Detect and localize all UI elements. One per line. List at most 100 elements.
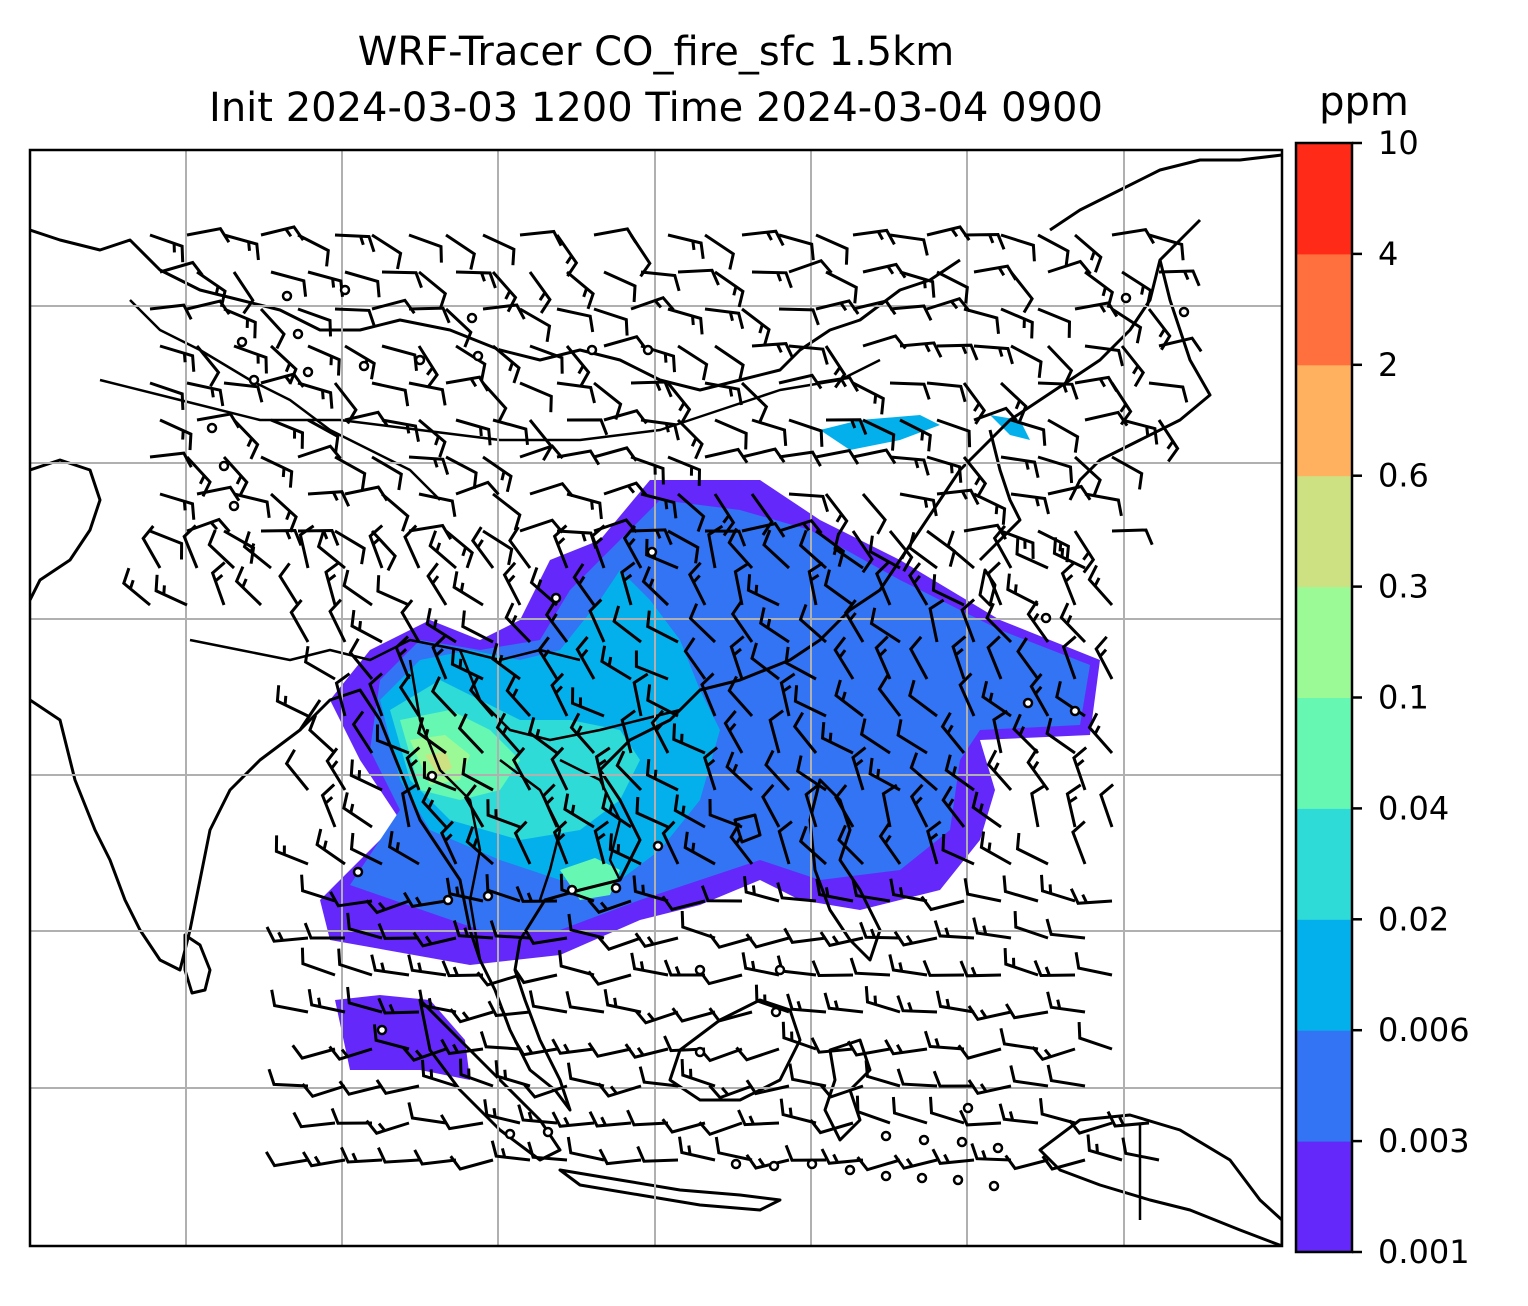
colorbar-unit-label: ppm: [1319, 79, 1409, 125]
wind-barb: [275, 685, 309, 718]
colorbar-tick-label: 0.006: [1378, 1011, 1470, 1049]
wind-barb: [851, 879, 891, 903]
wind-barb: [440, 1038, 484, 1056]
wind-barb: [741, 307, 771, 346]
colorbar-tick-label: 2: [1378, 346, 1398, 384]
wind-barb: [265, 1151, 309, 1168]
chart-title-line-1: WRF-Tracer CO_fire_sfc 1.5km: [357, 29, 955, 75]
wind-barb: [260, 455, 294, 488]
calm-wind-circle: [806, 1158, 818, 1170]
wind-barb: [899, 492, 938, 517]
wind-barb: [864, 1060, 901, 1088]
wind-barb: [505, 675, 532, 718]
wind-barb: [856, 1156, 901, 1172]
colorbar-tick-label: 0.6: [1378, 457, 1429, 495]
calm-wind-circle: [610, 882, 622, 894]
wind-barb: [702, 746, 719, 791]
wind-barb: [196, 485, 241, 502]
wind-barb: [334, 233, 376, 253]
wind-barb: [340, 1146, 383, 1164]
calm-wind-circle: [652, 840, 664, 852]
wind-barb: [334, 672, 351, 717]
coastline-bay-of-bengal: [298, 688, 482, 961]
wind-barb: [661, 895, 706, 912]
wind-barb: [233, 344, 268, 374]
wind-barb: [981, 680, 1012, 718]
calm-wind-circle: [880, 1130, 892, 1142]
wind-barb: [798, 825, 828, 866]
wind-barb: [289, 599, 310, 643]
wind-barb: [940, 711, 966, 754]
wind-barb: [972, 917, 1012, 940]
calm-wind-circle: [376, 1024, 388, 1036]
wind-barb: [1000, 529, 1035, 559]
wind-barb: [334, 529, 366, 565]
wind-barb: [159, 492, 196, 520]
wind-barb: [452, 571, 484, 607]
wind-barb: [992, 524, 1013, 569]
wind-barb: [418, 989, 457, 1014]
wind-barb: [597, 1082, 642, 1098]
wind-barb: [946, 530, 975, 570]
wind-barb: [486, 799, 521, 829]
wind-barb: [907, 531, 938, 570]
wind-barb: [368, 672, 384, 717]
wind-barb: [349, 832, 383, 866]
wind-barb: [232, 418, 260, 460]
wind-barb: [149, 303, 193, 320]
wind-barb: [683, 831, 716, 866]
calm-wind-circle: [956, 1136, 968, 1148]
wind-barb: [834, 679, 864, 718]
wind-barb: [566, 492, 603, 520]
wind-barb: [746, 574, 780, 607]
wind-barb: [302, 1151, 346, 1168]
wind-barb: [330, 1107, 373, 1125]
wind-barb: [292, 1111, 336, 1129]
wind-barb: [445, 877, 484, 903]
wind-barb: [371, 455, 403, 491]
wind-barb: [490, 1140, 531, 1162]
calm-wind-circle: [472, 350, 484, 362]
map-panel: [30, 150, 1282, 1246]
wind-barb: [337, 948, 373, 977]
wind-barb: [489, 920, 531, 940]
wind-barb: [603, 481, 648, 497]
wind-barb: [1047, 259, 1092, 275]
wind-barb: [1000, 455, 1040, 479]
wind-barb: [745, 1079, 790, 1096]
coastline-china: [898, 218, 1202, 561]
wind-barb: [671, 1007, 716, 1023]
colorbar-tick-label: 0.04: [1378, 789, 1449, 827]
wind-barb: [375, 724, 410, 755]
wind-barb: [635, 796, 669, 829]
calm-wind-circle: [352, 866, 364, 878]
wind-barb: [798, 529, 827, 570]
wind-barb: [502, 561, 522, 606]
calm-wind-circle: [550, 592, 562, 604]
wind-barb: [463, 784, 485, 828]
wind-barb: [1061, 635, 1077, 680]
calm-wind-circle: [646, 546, 658, 558]
calm-wind-circle: [339, 284, 351, 296]
wind-barb: [751, 418, 788, 447]
wind-barb: [1015, 832, 1049, 866]
calm-wind-circle: [1178, 306, 1190, 318]
wind-barb: [729, 635, 745, 680]
wind-barb: [825, 270, 858, 304]
wind-barb: [632, 672, 649, 717]
wind-barb: [284, 748, 310, 791]
wind-barb: [320, 783, 337, 828]
wind-barb: [513, 968, 558, 985]
wind-barb: [601, 791, 632, 829]
wind-barb: [1013, 911, 1049, 940]
wind-barb: [622, 524, 643, 569]
coastline-java: [558, 1168, 782, 1212]
wind-barb: [481, 381, 508, 424]
wind-barb: [182, 524, 199, 569]
calm-wind-circle: [414, 354, 426, 366]
wind-barb: [751, 342, 795, 359]
wind-barb: [661, 1118, 706, 1134]
wind-barb: [223, 233, 260, 261]
wind-barb: [862, 418, 896, 451]
wind-barb: [1120, 345, 1146, 388]
